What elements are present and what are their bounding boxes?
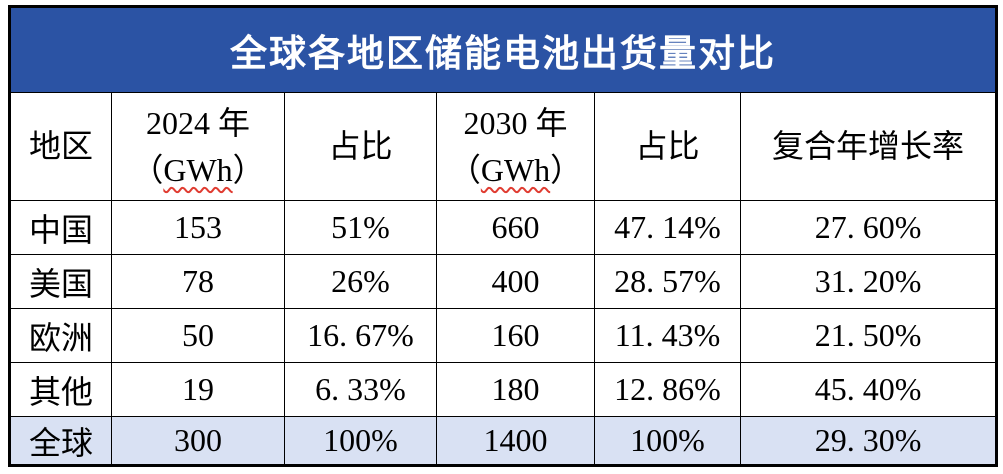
- col-header-2024: 2024 年 （GWh）: [111, 92, 285, 201]
- spellcheck-underline: GWh: [163, 151, 233, 188]
- table-title: 全球各地区储能电池出货量对比: [8, 6, 998, 93]
- region-cell: 美国: [9, 254, 112, 309]
- cagr-cell: 29. 30%: [739, 416, 998, 466]
- region-cell: 全球: [9, 416, 112, 466]
- share-2024-cell: 16. 67%: [284, 308, 437, 363]
- cagr-cell: 45. 40%: [739, 362, 998, 417]
- table-header-row: 地区 2024 年 （GWh） 占比 2030 年 （GWh） 占比 复合年增长…: [9, 92, 998, 201]
- value-2030-cell: 1400: [436, 416, 595, 466]
- col-header-region: 地区: [9, 92, 112, 201]
- table-row-usa: 美国 78 26% 400 28. 57% 31. 20%: [9, 254, 998, 309]
- region-cell: 其他: [9, 362, 112, 417]
- share-2030-cell: 28. 57%: [594, 254, 741, 309]
- table-row-china: 中国 153 51% 660 47. 14% 27. 60%: [9, 200, 998, 255]
- value-2024-cell: 153: [111, 200, 285, 255]
- table-title-row: 全球各地区储能电池出货量对比: [8, 6, 998, 93]
- cagr-cell: 31. 20%: [739, 254, 998, 309]
- col-header-2030: 2030 年 （GWh）: [436, 92, 595, 201]
- region-cell: 欧洲: [9, 308, 112, 363]
- region-cell: 中国: [9, 200, 112, 255]
- col-header-2024-year: 2024 年: [145, 105, 250, 142]
- table-row-europe: 欧洲 50 16. 67% 160 11. 43% 21. 50%: [9, 308, 998, 363]
- share-2024-cell: 6. 33%: [284, 362, 437, 417]
- value-2024-cell: 300: [111, 416, 285, 466]
- shipment-comparison-table: 全球各地区储能电池出货量对比 地区 2024 年 （GWh） 占比 2030 年…: [8, 5, 999, 467]
- col-header-2024-unit: （GWh）: [131, 151, 265, 188]
- col-header-2030-year: 2030 年: [463, 105, 568, 142]
- spellcheck-underline: GWh: [480, 151, 551, 188]
- share-2024-cell: 26%: [284, 254, 437, 309]
- value-2030-cell: 660: [436, 200, 595, 255]
- share-2024-cell: 100%: [284, 416, 437, 466]
- share-2030-cell: 11. 43%: [594, 308, 741, 363]
- value-2024-cell: 78: [111, 254, 285, 309]
- table-row-others: 其他 19 6. 33% 180 12. 86% 45. 40%: [9, 362, 998, 417]
- value-2030-cell: 160: [436, 308, 595, 363]
- cagr-cell: 21. 50%: [739, 308, 998, 363]
- value-2030-cell: 180: [436, 362, 595, 417]
- value-2024-cell: 50: [111, 308, 285, 363]
- col-header-cagr: 复合年增长率: [739, 92, 998, 201]
- share-2024-cell: 51%: [284, 200, 437, 255]
- cagr-cell: 27. 60%: [739, 200, 998, 255]
- value-2024-cell: 19: [111, 362, 285, 417]
- share-2030-cell: 47. 14%: [594, 200, 741, 255]
- col-header-share-2024: 占比: [284, 92, 437, 201]
- col-header-2030-unit: （GWh）: [448, 151, 583, 188]
- share-2030-cell: 12. 86%: [594, 362, 741, 417]
- value-2030-cell: 400: [436, 254, 595, 309]
- table-row-global-total: 全球 300 100% 1400 100% 29. 30%: [9, 416, 998, 466]
- col-header-share-2030: 占比: [594, 92, 741, 201]
- share-2030-cell: 100%: [594, 416, 741, 466]
